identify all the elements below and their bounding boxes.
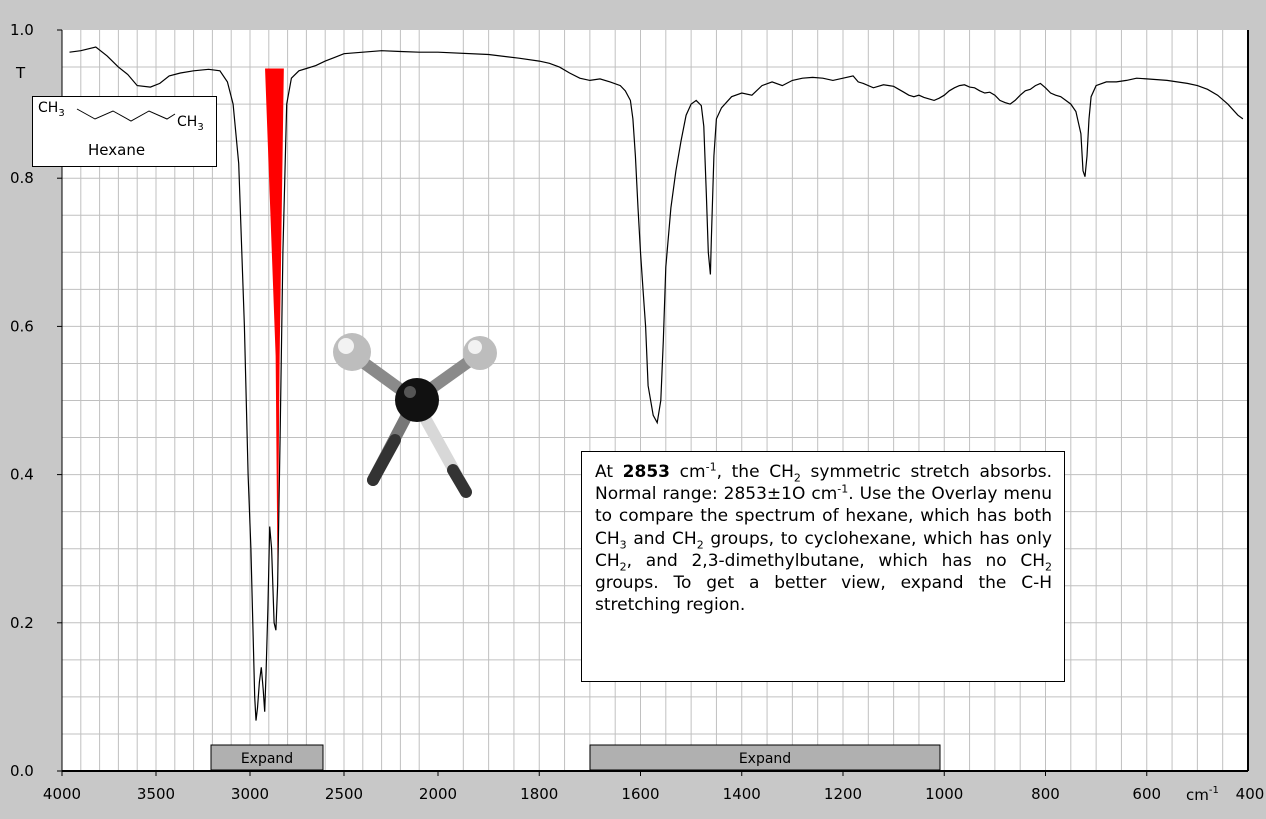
hexane-structure [76, 108, 176, 122]
y-tick-label: 0.6 [10, 317, 34, 335]
spectrum-line [69, 46, 1244, 721]
x-tick-label: 1600 [621, 785, 659, 803]
y-tick-label: 0.4 [10, 466, 34, 484]
hydrogen-atom-right-highlight [468, 340, 482, 354]
y-tick-label: 0.8 [10, 169, 34, 187]
hydrogen-atom-right [463, 336, 497, 370]
x-tick-label: 3500 [137, 785, 175, 803]
x-tick-label: 1000 [925, 785, 963, 803]
x-tick-label: 800 [1031, 785, 1060, 803]
expand-button-ch[interactable]: Expand [210, 744, 324, 771]
carbon-atom-highlight [404, 386, 416, 398]
x-tick-label: 3000 [231, 785, 269, 803]
info-text-box: At 2853 cm-1, the CH2 symmetric stretch … [581, 451, 1065, 682]
molecule-name: Hexane [88, 141, 146, 159]
ch3-left-label: CH3 [38, 100, 65, 119]
highlight-band [265, 68, 284, 586]
ch3-right-label: CH3 [177, 114, 204, 133]
x-tick-label: 400 [1236, 785, 1265, 803]
hydrogen-atom-left-highlight [338, 338, 354, 354]
x-tick-label: 1200 [824, 785, 862, 803]
expand-button-ch-label: Expand [241, 751, 293, 767]
tick-labels: 4000 3500 3000 2500 2000 1800 1600 1400 1200 1000… [10, 21, 1264, 803]
ch2-molecule-model [333, 333, 497, 498]
x-tick-label: 2000 [419, 785, 457, 803]
x-tick-label: 1800 [520, 785, 558, 803]
carbon-atom [395, 378, 439, 422]
hexane-zigzag [76, 108, 176, 122]
series-group [69, 46, 1244, 721]
hydrogen-atom-left [333, 333, 371, 371]
y-tick-label: 0.0 [10, 762, 34, 780]
y-tick-label: 1.0 [10, 21, 34, 39]
x-tick-label: 2500 [325, 785, 363, 803]
x-tick-label: 4000 [43, 785, 81, 803]
y-tick-label: 0.2 [10, 614, 34, 632]
highlight-peak [265, 68, 284, 586]
bond-c-left-dark [367, 434, 401, 486]
expand-button-fingerprint-label: Expand [739, 751, 791, 767]
bond-c-right-dark [447, 464, 472, 498]
molecule-label-box: CH3 CH3 Hexane [32, 96, 217, 167]
x-unit-label: cm-1 [1186, 785, 1219, 804]
expand-button-fingerprint[interactable]: Expand [589, 744, 941, 771]
x-tick-label: 600 [1132, 785, 1161, 803]
highlighted-wavenumber: 2853 [622, 462, 670, 482]
x-unit-sup: -1 [1209, 785, 1219, 796]
y-unit-label: T [15, 64, 26, 82]
x-tick-label: 1400 [723, 785, 761, 803]
